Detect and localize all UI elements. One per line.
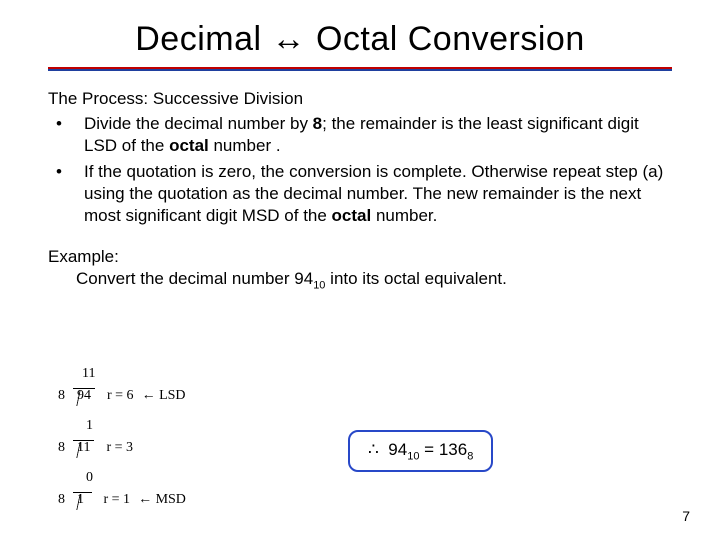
long-division-bracket: 11	[67, 438, 92, 456]
remainder: r = 3	[106, 440, 133, 456]
long-division-bracket: 1	[67, 490, 90, 508]
process-heading: The Process: Successive Division	[48, 89, 672, 109]
remainder: r = 1	[104, 492, 131, 508]
bullet-marker: •	[56, 161, 84, 227]
example-text: Convert the decimal number 9410 into its…	[76, 269, 672, 291]
therefore-symbol: ∴	[368, 440, 379, 459]
bullet-text: Divide the decimal number by 8; the rema…	[84, 113, 672, 157]
quotient: 1	[86, 418, 93, 434]
division-step: 11 8 94 r = 6 ← LSD	[58, 368, 186, 404]
division-step: 0 8 1 r = 1 ← MSD	[58, 472, 186, 508]
divisor: 8	[58, 492, 65, 508]
bullet-text: If the quotation is zero, the conversion…	[84, 161, 672, 227]
page-number: 7	[682, 508, 690, 524]
quotient: 11	[82, 366, 95, 382]
remainder: r = 6	[107, 388, 134, 404]
division-step: 1 8 11 r = 3	[58, 420, 186, 456]
result-box: ∴ 9410 = 1368	[348, 430, 493, 472]
msd-note: ← MSD	[138, 492, 186, 508]
title-underline	[48, 67, 672, 71]
bullet-marker: •	[56, 113, 84, 157]
bullet-list: • Divide the decimal number by 8; the re…	[56, 113, 672, 227]
quotient: 0	[86, 470, 93, 486]
lsd-note: ← LSD	[142, 388, 186, 404]
bullet-item: • Divide the decimal number by 8; the re…	[56, 113, 672, 157]
long-division-bracket: 94	[67, 386, 93, 404]
divisor: 8	[58, 388, 65, 404]
divisor: 8	[58, 440, 65, 456]
slide-title: Decimal ↔ Octal Conversion	[48, 20, 672, 59]
bullet-item: • If the quotation is zero, the conversi…	[56, 161, 672, 227]
long-division-work: 11 8 94 r = 6 ← LSD 1 8 11 r = 3 0 8 1 r…	[58, 368, 186, 524]
example-label: Example:	[48, 247, 672, 267]
